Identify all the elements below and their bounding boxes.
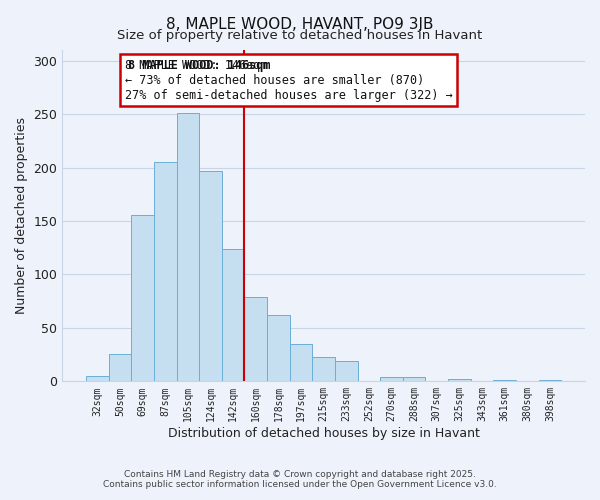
Bar <box>290 344 313 382</box>
Bar <box>267 315 290 382</box>
Bar <box>109 354 131 382</box>
Bar <box>313 357 335 382</box>
Text: Contains HM Land Registry data © Crown copyright and database right 2025.
Contai: Contains HM Land Registry data © Crown c… <box>103 470 497 489</box>
Bar <box>493 380 516 382</box>
Bar <box>448 379 471 382</box>
Bar <box>199 171 222 382</box>
Bar <box>154 162 176 382</box>
Bar <box>131 214 154 382</box>
Text: Size of property relative to detached houses in Havant: Size of property relative to detached ho… <box>118 29 482 42</box>
Text: 8 MAPLE WOOD: 146sqm: 8 MAPLE WOOD: 146sqm <box>128 59 271 72</box>
X-axis label: Distribution of detached houses by size in Havant: Distribution of detached houses by size … <box>168 427 479 440</box>
Bar <box>222 249 244 382</box>
Text: 8 MAPLE WOOD: 146sqm
← 73% of detached houses are smaller (870)
27% of semi-deta: 8 MAPLE WOOD: 146sqm ← 73% of detached h… <box>125 58 452 102</box>
Bar <box>539 380 561 382</box>
Bar <box>244 297 267 382</box>
Bar <box>176 113 199 382</box>
Bar <box>86 376 109 382</box>
Bar <box>380 377 403 382</box>
Y-axis label: Number of detached properties: Number of detached properties <box>15 117 28 314</box>
Text: 8, MAPLE WOOD, HAVANT, PO9 3JB: 8, MAPLE WOOD, HAVANT, PO9 3JB <box>166 18 434 32</box>
Bar <box>335 361 358 382</box>
Bar <box>403 377 425 382</box>
